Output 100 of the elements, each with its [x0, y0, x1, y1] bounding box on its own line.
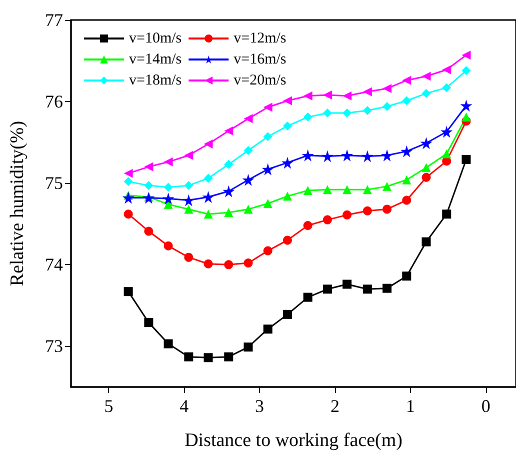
- point: [144, 226, 154, 236]
- point: [184, 204, 194, 214]
- point: [244, 146, 253, 155]
- y-tick-label: 73: [45, 336, 63, 356]
- point: [122, 192, 134, 204]
- point: [144, 162, 154, 172]
- y-tick-label: 74: [45, 254, 63, 275]
- point: [244, 114, 253, 124]
- point: [281, 156, 294, 169]
- legend-label: v=10m/s: [129, 30, 182, 46]
- point: [342, 108, 352, 118]
- point: [124, 168, 133, 178]
- x-tick-label: 4: [180, 396, 189, 416]
- point: [462, 50, 471, 60]
- point: [204, 353, 213, 362]
- point: [162, 192, 174, 205]
- x-tick-label: 1: [406, 396, 415, 416]
- point: [263, 246, 272, 256]
- point: [303, 91, 312, 100]
- point: [400, 145, 413, 158]
- point: [204, 174, 213, 183]
- point: [362, 106, 372, 116]
- point: [381, 149, 394, 162]
- y-axis-title: Relative humidity(%): [7, 120, 28, 286]
- x-tick-label: 5: [104, 396, 114, 416]
- point: [422, 88, 431, 98]
- point: [382, 204, 392, 214]
- point: [322, 284, 332, 294]
- legend-label: v=18m/s: [129, 72, 182, 88]
- point: [303, 292, 312, 302]
- point: [382, 284, 392, 293]
- legend-label: v=16m/s: [234, 52, 286, 68]
- point: [182, 194, 195, 206]
- point: [322, 185, 332, 194]
- point: [362, 206, 372, 216]
- point: [462, 154, 471, 164]
- point: [402, 76, 412, 85]
- point: [420, 137, 432, 150]
- x-tick-label: 2: [330, 396, 340, 416]
- point: [303, 186, 312, 195]
- point: [184, 150, 194, 160]
- point: [282, 310, 292, 319]
- point: [144, 181, 154, 190]
- point: [402, 96, 412, 106]
- point: [382, 102, 392, 111]
- point: [224, 126, 234, 136]
- point: [361, 150, 374, 162]
- point: [462, 112, 471, 122]
- point: [402, 272, 412, 281]
- point: [224, 260, 234, 270]
- legend-label: v=14m/s: [129, 52, 182, 68]
- point: [164, 182, 173, 192]
- point: [282, 236, 292, 245]
- point: [224, 352, 234, 362]
- point: [263, 199, 272, 208]
- x-axis-title: Distance to working face(m): [184, 430, 402, 451]
- point: [442, 83, 452, 92]
- point: [164, 241, 173, 250]
- point: [184, 252, 194, 262]
- point: [462, 66, 471, 76]
- point: [202, 190, 214, 203]
- point: [262, 163, 274, 176]
- point: [442, 210, 452, 219]
- point: [184, 181, 194, 190]
- point: [204, 259, 213, 268]
- point: [440, 126, 453, 138]
- point: [124, 287, 133, 296]
- point: [184, 352, 194, 362]
- point: [402, 196, 412, 205]
- point: [244, 342, 253, 352]
- legend-label: v=12m/s: [234, 30, 286, 46]
- y-tick-label: 75: [45, 173, 63, 194]
- point: [362, 87, 372, 96]
- point: [144, 318, 154, 328]
- point: [402, 175, 412, 184]
- point: [460, 100, 472, 112]
- point: [342, 185, 352, 194]
- point: [244, 204, 253, 214]
- point: [282, 122, 292, 131]
- point: [422, 172, 431, 182]
- point: [224, 208, 234, 217]
- point: [124, 210, 133, 219]
- point: [382, 182, 392, 191]
- point: [342, 91, 352, 100]
- point: [263, 102, 272, 112]
- point: [362, 185, 372, 194]
- point: [322, 108, 332, 118]
- point: [342, 280, 352, 289]
- point: [222, 185, 235, 198]
- point: [302, 149, 314, 162]
- point: [321, 150, 334, 162]
- point: [303, 221, 312, 230]
- point: [242, 174, 254, 186]
- y-tick-label: 76: [45, 92, 63, 112]
- point: [124, 176, 133, 186]
- point: [164, 339, 173, 348]
- point: [362, 284, 372, 294]
- point: [263, 324, 272, 334]
- point: [303, 112, 312, 122]
- x-tick-label: 3: [255, 396, 264, 416]
